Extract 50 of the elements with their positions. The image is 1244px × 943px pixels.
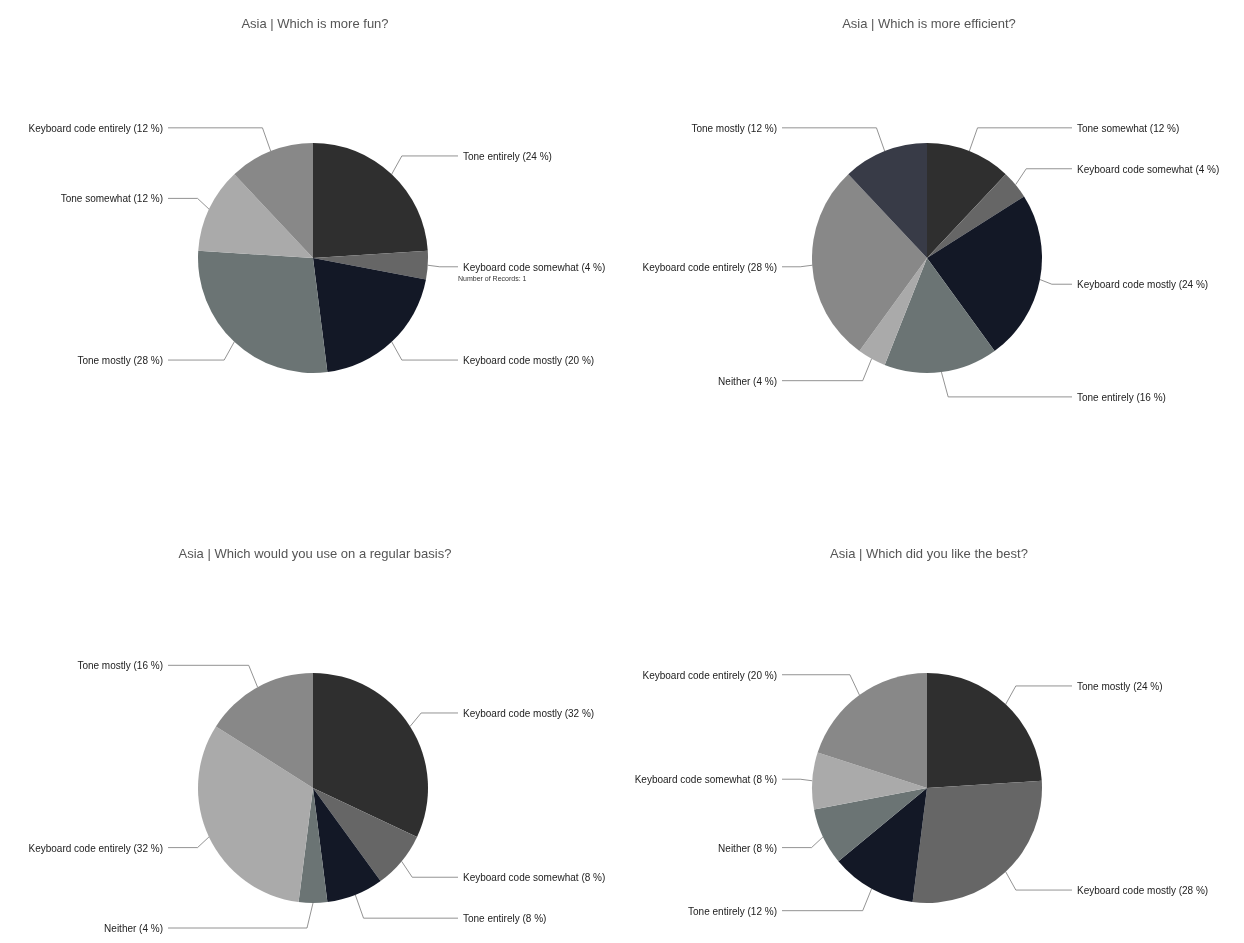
slice-label: Tone somewhat (12 %) xyxy=(1077,122,1180,134)
slice-label: Tone somewhat (12 %) xyxy=(60,193,163,205)
slice-label: Tone entirely (16 %) xyxy=(1077,391,1166,403)
slice-label: Keyboard code somewhat (8 %) xyxy=(463,872,606,884)
pie-slice xyxy=(313,673,428,837)
slice-label: Tone entirely (8 %) xyxy=(463,913,547,925)
pie-slice xyxy=(198,726,313,903)
pie-slice xyxy=(859,258,927,365)
slice-label: Tone entirely (24 %) xyxy=(463,150,552,162)
pie-slice xyxy=(313,788,381,903)
pie-slice xyxy=(313,258,426,373)
pie-slice xyxy=(817,673,927,788)
slice-label: Keyboard code mostly (24 %) xyxy=(1077,279,1209,291)
slice-label: Keyboard code mostly (20 %) xyxy=(463,355,595,367)
slice-label: Tone mostly (28 %) xyxy=(77,355,163,367)
slice-label: Keyboard code somewhat (4 %) xyxy=(1077,163,1220,175)
pie-slice xyxy=(812,174,927,352)
slice-label: Keyboard code entirely (12 %) xyxy=(28,122,163,134)
slice-label: Keyboard code somewhat (4 %) xyxy=(463,261,606,273)
pie-slice xyxy=(912,780,1042,903)
pie-slice xyxy=(848,143,927,258)
pie-slice xyxy=(198,174,313,258)
slice-label: Keyboard code entirely (28 %) xyxy=(642,261,777,273)
pie-slice xyxy=(927,673,1042,788)
chart-title: Asia | Which is more efficient? xyxy=(841,16,1017,31)
slice-label: Keyboard code somewhat (8 %) xyxy=(634,774,777,786)
slice-label: Neither (8 %) xyxy=(718,842,777,854)
pie-slice xyxy=(313,788,418,882)
pie-slice xyxy=(927,196,1042,352)
pie-slice xyxy=(215,673,313,788)
slice-label: Keyboard code mostly (28 %) xyxy=(1077,885,1209,897)
pie-slice xyxy=(313,250,428,280)
pie-slice xyxy=(927,174,1025,258)
slice-label: Tone mostly (12 %) xyxy=(691,122,777,134)
chart-title: Asia | Which is more fun? xyxy=(240,16,390,31)
slice-label: Neither (4 %) xyxy=(718,375,777,387)
chart-title: Asia | Which would you use on a regular basis? xyxy=(177,546,453,561)
slice-label: Tone entirely (12 %) xyxy=(688,905,777,917)
slice-label: Tone mostly (24 %) xyxy=(1077,680,1163,692)
pie-slice xyxy=(838,788,927,903)
pie-slice xyxy=(234,143,313,258)
pie-slice xyxy=(313,143,428,258)
chart-title: Asia | Which did you like the best? xyxy=(829,546,1029,561)
slice-label: Neither (4 %) xyxy=(104,923,163,934)
pie-slice xyxy=(927,143,1006,258)
slice-label: Keyboard code entirely (20 %) xyxy=(642,669,777,681)
slice-label: Tone mostly (16 %) xyxy=(77,660,163,672)
pie-slice xyxy=(812,752,927,810)
slice-label: Keyboard code mostly (32 %) xyxy=(463,707,595,719)
slice-label: Keyboard code entirely (32 %) xyxy=(28,842,163,854)
